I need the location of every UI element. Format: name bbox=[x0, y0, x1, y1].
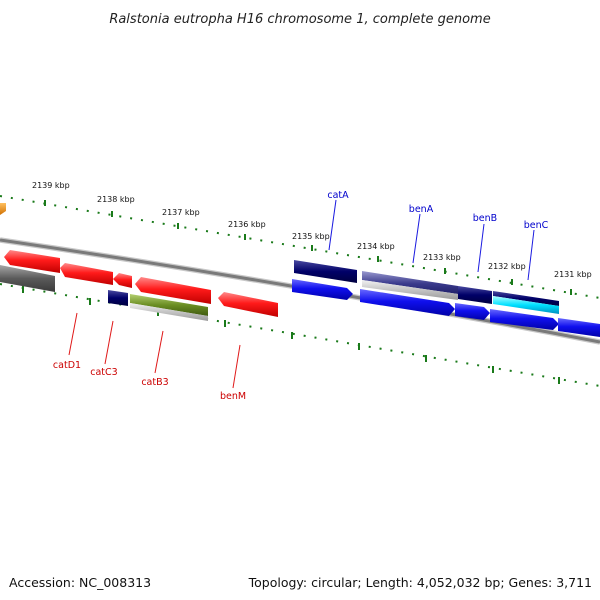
kbp-label: 2135 kbp bbox=[292, 232, 330, 241]
map-title: Ralstonia eutropha H16 chromosome 1, com… bbox=[109, 12, 490, 27]
genome-summary: Topology: circular; Length: 4,052,032 bp… bbox=[248, 575, 592, 590]
upper-leader-lines bbox=[328, 199, 535, 281]
outer-tick-ring bbox=[0, 195, 600, 299]
partial-gene-icon[interactable] bbox=[0, 203, 6, 215]
minus-strand-gene-icon[interactable] bbox=[113, 273, 132, 288]
gene-navy-small-icon[interactable] bbox=[108, 290, 128, 306]
inner-major-ticks bbox=[22, 286, 560, 384]
kbp-label: 2132 kbp bbox=[488, 262, 526, 271]
lower-leader-lines bbox=[68, 312, 241, 389]
accession-label: Accession: NC_008313 bbox=[9, 575, 151, 590]
inner-tick-ring bbox=[0, 283, 600, 387]
gene-labels-below: catD1 catC3 catB3 benM bbox=[53, 360, 246, 402]
gene-gray-icon[interactable] bbox=[0, 265, 55, 292]
outer-major-ticks bbox=[44, 200, 572, 295]
minus-strand-gene-icon[interactable] bbox=[135, 277, 211, 304]
kbp-labels: 2139 kbp 2138 kbp 2137 kbp 2136 kbp 2135… bbox=[32, 181, 592, 279]
gene-labels-above: catA benA benB benC bbox=[327, 190, 548, 231]
gene-green-icon[interactable] bbox=[130, 294, 208, 316]
plus-strand-gene-icon[interactable] bbox=[490, 309, 559, 330]
kbp-label: 2134 kbp bbox=[357, 242, 395, 251]
minus-strand-gene-icon[interactable] bbox=[4, 250, 60, 273]
kbp-label: 2133 kbp bbox=[423, 253, 461, 262]
gene-silver-icon[interactable] bbox=[130, 303, 208, 321]
plus-strand-genes bbox=[292, 260, 600, 337]
gene-label-benM[interactable]: benM bbox=[220, 391, 246, 402]
kbp-label: 2137 kbp bbox=[162, 208, 200, 217]
kbp-label: 2138 kbp bbox=[97, 195, 135, 204]
minus-strand-gene-icon[interactable] bbox=[218, 292, 278, 317]
gene-label-catB3[interactable]: catB3 bbox=[141, 377, 168, 388]
navy-gene-icon[interactable] bbox=[493, 291, 559, 306]
navy-gene-icon[interactable] bbox=[458, 286, 492, 304]
kbp-label: 2136 kbp bbox=[228, 220, 266, 229]
silver-gene-icon[interactable] bbox=[362, 280, 458, 300]
gene-label-catA[interactable]: catA bbox=[327, 190, 349, 201]
gene-label-benC[interactable]: benC bbox=[524, 220, 549, 231]
minus-strand-gene-icon[interactable] bbox=[60, 263, 113, 285]
minus-strand-genes bbox=[4, 250, 278, 317]
kbp-label: 2139 kbp bbox=[32, 181, 70, 190]
plus-strand-gene-icon[interactable] bbox=[455, 303, 490, 320]
plus-strand-gene-icon[interactable] bbox=[360, 289, 455, 316]
gene-label-benB[interactable]: benB bbox=[473, 213, 497, 224]
purple-gene-icon[interactable] bbox=[362, 271, 458, 294]
kbp-label: 2131 kbp bbox=[554, 270, 592, 279]
gene-label-catD1[interactable]: catD1 bbox=[53, 360, 81, 371]
plus-strand-gene-icon[interactable] bbox=[292, 279, 353, 300]
cyan-gene-icon[interactable] bbox=[493, 296, 559, 314]
navy-gene-icon[interactable] bbox=[294, 260, 357, 283]
gene-label-catC3[interactable]: catC3 bbox=[90, 367, 117, 378]
plus-strand-gene-icon[interactable] bbox=[558, 318, 600, 337]
gene-label-benA[interactable]: benA bbox=[409, 204, 434, 215]
